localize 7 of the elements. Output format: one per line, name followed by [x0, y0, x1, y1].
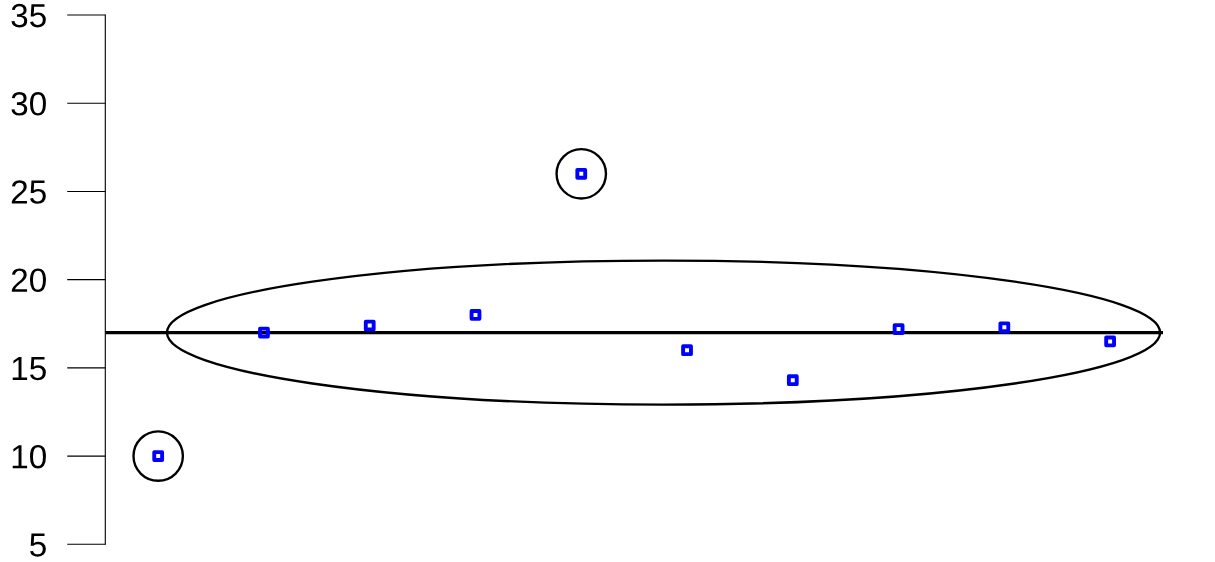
y-tick-label: 15 — [12, 357, 46, 381]
y-tick-label: 20 — [11, 268, 46, 293]
y-tick-label: 5 — [30, 533, 46, 557]
y-tick-label: 10 — [12, 444, 46, 469]
y-tick-label: 30 — [11, 92, 46, 116]
y-tick-label: 25 — [11, 180, 46, 204]
y-tick-label: 35 — [11, 3, 46, 28]
